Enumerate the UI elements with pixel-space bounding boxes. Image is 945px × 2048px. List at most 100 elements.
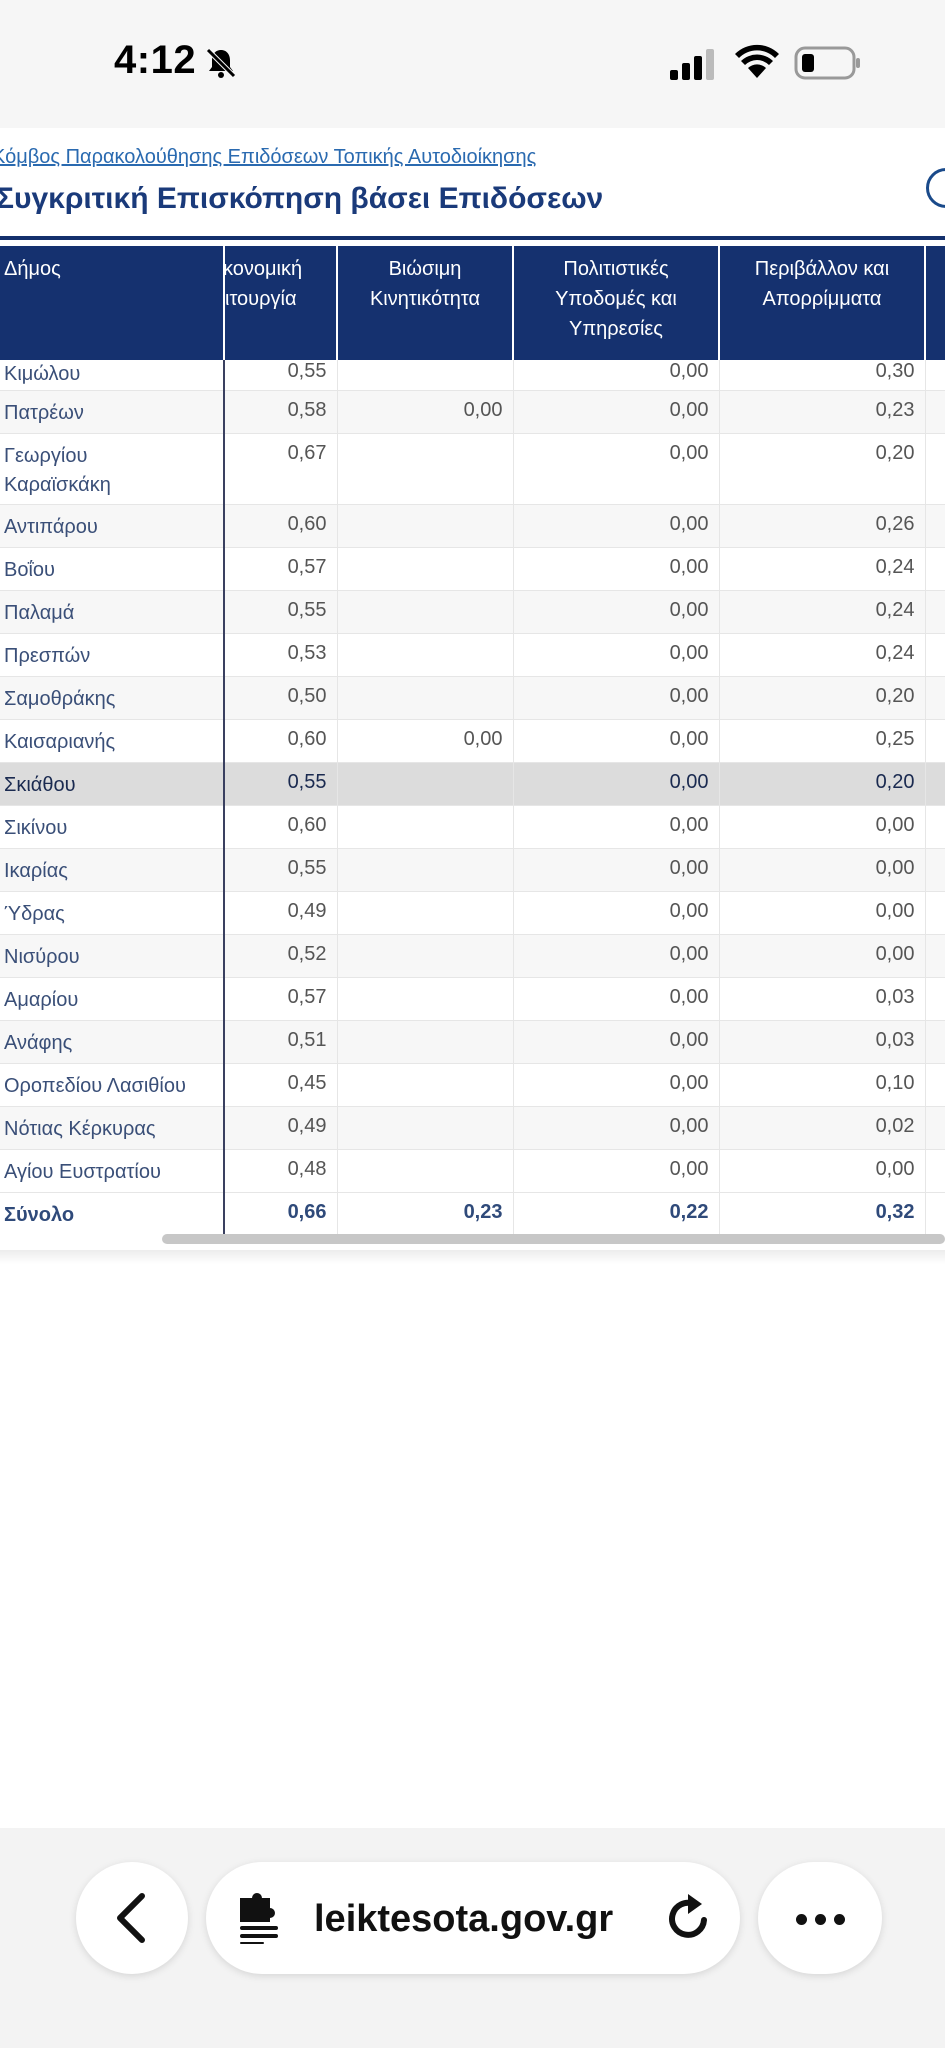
cell-overflow xyxy=(925,1020,945,1064)
cell-total-v3: 0,22 xyxy=(513,1192,720,1234)
cell-municipality: Νότιας Κέρκυρας xyxy=(0,1106,225,1150)
cell-value-v4: 0,23 xyxy=(719,390,926,434)
table-row[interactable]: Ύδρας 0,49 0,00 0,00 xyxy=(0,891,945,935)
cell-municipality: Πατρέων xyxy=(0,390,225,434)
column-header-next xyxy=(925,246,945,360)
cell-total-v2: 0,23 xyxy=(337,1192,514,1234)
cell-value-v4: 0,24 xyxy=(719,590,926,634)
url-text[interactable]: leiktesota.gov.gr xyxy=(314,1898,614,1940)
cell-overflow xyxy=(925,848,945,892)
back-chevron-icon xyxy=(117,1893,145,1943)
table-row[interactable]: Αγίου Ευστρατίου 0,48 0,00 0,00 xyxy=(0,1149,945,1193)
cell-value-v3: 0,00 xyxy=(513,719,720,763)
cell-value-v2 xyxy=(337,590,514,634)
cell-municipality: Παλαμά xyxy=(0,590,225,634)
back-button[interactable] xyxy=(76,1862,188,1974)
table-row[interactable]: Βοΐου 0,57 0,00 0,24 xyxy=(0,547,945,591)
cell-value-v2 xyxy=(337,504,514,548)
cell-value-v4: 0,20 xyxy=(719,676,926,720)
cell-value-v3: 0,00 xyxy=(513,390,720,434)
cell-value-v3: 0,00 xyxy=(513,848,720,892)
cell-value-v1: 0,58 xyxy=(224,390,338,434)
cell-municipality: Αντιπάρου xyxy=(0,504,225,548)
cell-municipality: Πρεσπών xyxy=(0,633,225,677)
browser-toolbar: leiktesota.gov.gr xyxy=(0,1828,945,2048)
comparison-table: Δήμος κονομική ιτουργία Βιώσιμη Κινητικότη… xyxy=(0,246,945,1234)
site-seal-logo xyxy=(926,168,945,208)
cell-value-v1: 0,55 xyxy=(224,590,338,634)
table-row[interactable]: Οροπεδίου Λασιθίου 0,45 0,00 0,10 xyxy=(0,1063,945,1107)
cell-value-v3: 0,00 xyxy=(513,762,720,806)
cell-value-v4: 0,25 xyxy=(719,719,926,763)
cell-overflow xyxy=(925,891,945,935)
cell-overflow xyxy=(925,504,945,548)
breadcrumb-link[interactable]: Κόμβος Παρακολούθησης Επιδόσεων Τοπικής … xyxy=(0,146,537,168)
more-options-button[interactable] xyxy=(758,1862,882,1974)
more-dots-icon xyxy=(796,1914,807,1925)
cell-value-v2 xyxy=(337,805,514,849)
cell-value-v1: 0,53 xyxy=(224,633,338,677)
table-row[interactable]: Ικαρίας 0,55 0,00 0,00 xyxy=(0,848,945,892)
table-row[interactable]: Νισύρου 0,52 0,00 0,00 xyxy=(0,934,945,978)
table-row[interactable]: Ανάφης 0,51 0,00 0,03 xyxy=(0,1020,945,1064)
table-row[interactable]: Νότιας Κέρκυρας 0,49 0,00 0,02 xyxy=(0,1106,945,1150)
cell-overflow xyxy=(925,390,945,434)
cell-value-v3: 0,00 xyxy=(513,1020,720,1064)
cell-municipality: Οροπεδίου Λασιθίου xyxy=(0,1063,225,1107)
table-row[interactable]: Παλαμά 0,55 0,00 0,24 xyxy=(0,590,945,634)
cell-value-v3: 0,00 xyxy=(513,977,720,1021)
cell-total-label: Σύνολο xyxy=(0,1192,225,1234)
table-row[interactable]: Κιμώλου 0,55 0,00 0,30 xyxy=(0,360,945,391)
cell-value-v1: 0,67 xyxy=(224,433,338,505)
table-row[interactable]: Σικίνου 0,60 0,00 0,00 xyxy=(0,805,945,849)
table-body: Κιμώλου 0,55 0,00 0,30 Πατρέων 0,58 0,00 0,00 0,… xyxy=(0,360,945,1234)
cell-value-v2 xyxy=(337,360,514,391)
column-header-culture[interactable]: Πολιτιστικές Υποδομές και Υπηρεσίες xyxy=(513,246,720,360)
cell-value-v1: 0,45 xyxy=(224,1063,338,1107)
cell-value-v3: 0,00 xyxy=(513,676,720,720)
reload-icon[interactable] xyxy=(664,1892,714,1944)
table-row[interactable]: Αμαρίου 0,57 0,00 0,03 xyxy=(0,977,945,1021)
horizontal-scrollbar[interactable] xyxy=(162,1234,945,1244)
column-header-environment[interactable]: Περιβάλλον και Απορρίμματα xyxy=(719,246,926,360)
reader-puzzle-icon xyxy=(240,1893,278,1944)
column-header-dimos[interactable]: Δήμος xyxy=(0,246,225,360)
cell-overflow xyxy=(925,547,945,591)
cell-municipality: Ικαρίας xyxy=(0,848,225,892)
cell-value-v1: 0,52 xyxy=(224,934,338,978)
cell-overflow xyxy=(925,433,945,505)
cell-value-v3: 0,00 xyxy=(513,633,720,677)
table-row[interactable]: Σκιάθου 0,55 0,00 0,20 xyxy=(0,762,945,806)
cell-value-v4: 0,00 xyxy=(719,805,926,849)
cell-value-v3: 0,00 xyxy=(513,590,720,634)
cell-value-v2 xyxy=(337,1149,514,1193)
column-header-economic[interactable]: κονομική ιτουργία xyxy=(224,246,338,360)
cell-value-v2 xyxy=(337,547,514,591)
web-page: Κόμβος Παρακολούθησης Επιδόσεων Τοπικής … xyxy=(0,128,945,1270)
cell-value-v2 xyxy=(337,1063,514,1107)
table-row[interactable]: Πατρέων 0,58 0,00 0,00 0,23 xyxy=(0,390,945,434)
status-time: 4:12 xyxy=(114,38,197,82)
cell-value-v2 xyxy=(337,1106,514,1150)
cell-overflow xyxy=(925,762,945,806)
cell-municipality: Σκιάθου xyxy=(0,762,225,806)
table-row[interactable]: Αντιπάρου 0,60 0,00 0,26 xyxy=(0,504,945,548)
table-row[interactable]: Πρεσπών 0,53 0,00 0,24 xyxy=(0,633,945,677)
cell-value-v1: 0,55 xyxy=(224,848,338,892)
cell-value-v1: 0,57 xyxy=(224,977,338,1021)
cell-municipality: Βοΐου xyxy=(0,547,225,591)
table-row[interactable]: Γεωργίου Καραϊσκάκη 0,67 0,00 0,20 xyxy=(0,433,945,505)
table-row[interactable]: Καισαριανής 0,60 0,00 0,00 0,25 xyxy=(0,719,945,763)
cell-value-v2 xyxy=(337,1020,514,1064)
cell-overflow xyxy=(925,633,945,677)
cell-value-v1: 0,60 xyxy=(224,504,338,548)
address-bar[interactable]: leiktesota.gov.gr xyxy=(206,1862,740,1974)
cell-value-v3: 0,00 xyxy=(513,1106,720,1150)
column-header-mobility[interactable]: Βιώσιμη Κινητικότητα xyxy=(337,246,514,360)
cell-municipality: Καισαριανής xyxy=(0,719,225,763)
cell-municipality: Ανάφης xyxy=(0,1020,225,1064)
table-row[interactable]: Σαμοθράκης 0,50 0,00 0,20 xyxy=(0,676,945,720)
cell-value-v4: 0,10 xyxy=(719,1063,926,1107)
comparison-table-container[interactable]: Δήμος κονομική ιτουργία Βιώσιμη Κινητικότη… xyxy=(0,246,945,1236)
cell-value-v4: 0,02 xyxy=(719,1106,926,1150)
